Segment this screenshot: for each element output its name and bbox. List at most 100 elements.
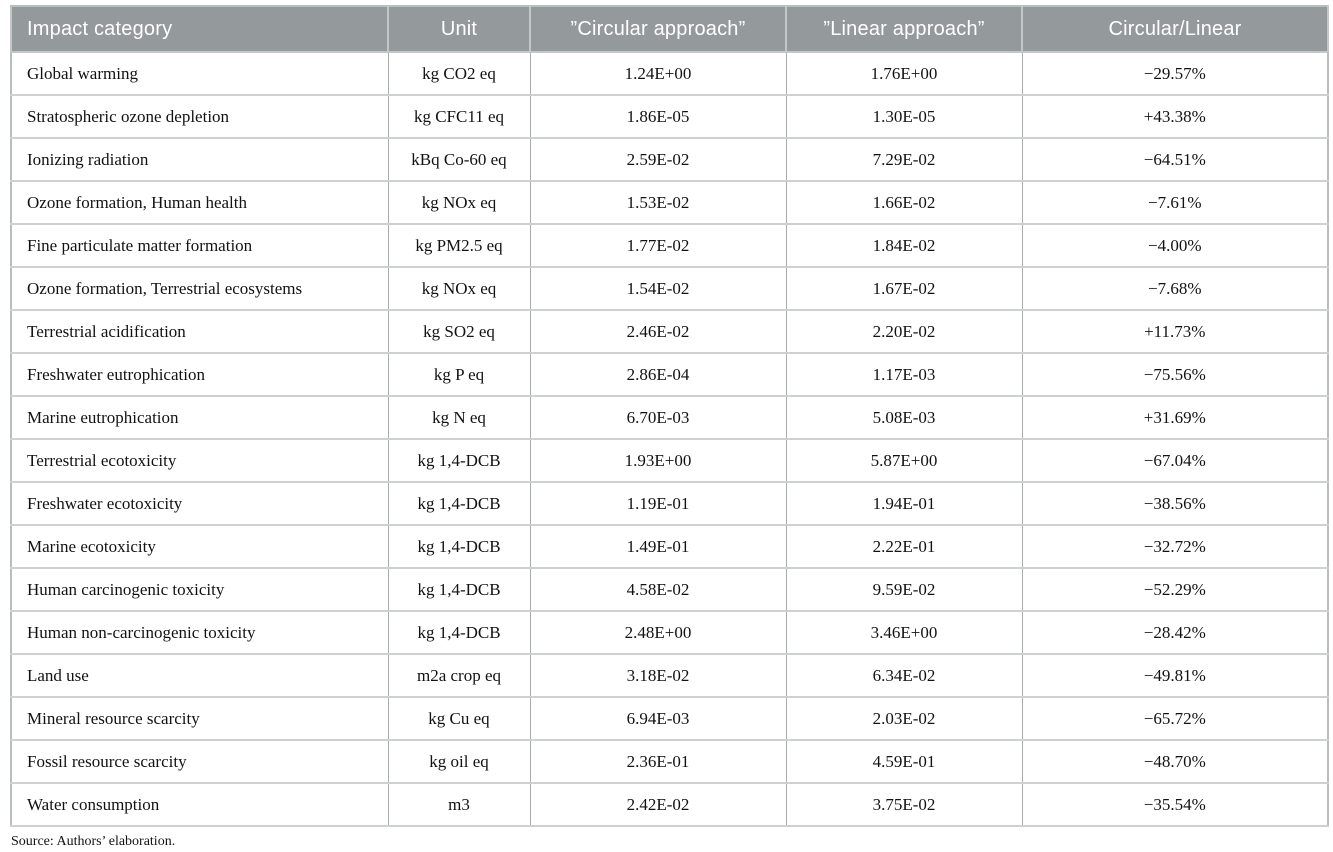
cell-circular-linear-ratio: −67.04% bbox=[1021, 438, 1329, 483]
column-header-circular-linear: Circular/Linear bbox=[1021, 5, 1329, 53]
cell-impact-category: Freshwater ecotoxicity bbox=[10, 481, 389, 526]
cell-unit: kg 1,4-DCB bbox=[387, 481, 531, 526]
header-row: Impact category Unit ”Circular approach”… bbox=[10, 5, 1329, 53]
cell-unit: kg P eq bbox=[387, 352, 531, 397]
cell-circular-value: 2.46E-02 bbox=[529, 309, 787, 354]
table-row: Marine ecotoxicity kg 1,4-DCB 1.49E-01 2.22… bbox=[10, 524, 1329, 569]
cell-impact-category: Mineral resource scarcity bbox=[10, 696, 389, 741]
table-row: Ozone formation, Terrestrial ecosystems k… bbox=[10, 266, 1329, 311]
cell-circular-linear-ratio: −65.72% bbox=[1021, 696, 1329, 741]
cell-circular-value: 2.59E-02 bbox=[529, 137, 787, 182]
table-row: Freshwater ecotoxicity kg 1,4-DCB 1.19E-01… bbox=[10, 481, 1329, 526]
cell-unit: kg 1,4-DCB bbox=[387, 567, 531, 612]
cell-circular-value: 1.54E-02 bbox=[529, 266, 787, 311]
cell-circular-linear-ratio: −52.29% bbox=[1021, 567, 1329, 612]
cell-impact-category: Human non-carcinogenic toxicity bbox=[10, 610, 389, 655]
table-row: Stratospheric ozone depletion kg CFC11 eq… bbox=[10, 94, 1329, 139]
cell-unit: kg CFC11 eq bbox=[387, 94, 531, 139]
cell-circular-linear-ratio: −7.61% bbox=[1021, 180, 1329, 225]
cell-linear-value: 5.08E-03 bbox=[785, 395, 1023, 440]
cell-circular-linear-ratio: −49.81% bbox=[1021, 653, 1329, 698]
cell-linear-value: 6.34E-02 bbox=[785, 653, 1023, 698]
cell-circular-value: 2.42E-02 bbox=[529, 782, 787, 827]
cell-circular-linear-ratio: −38.56% bbox=[1021, 481, 1329, 526]
cell-impact-category: Terrestrial ecotoxicity bbox=[10, 438, 389, 483]
cell-impact-category: Freshwater eutrophication bbox=[10, 352, 389, 397]
cell-linear-value: 7.29E-02 bbox=[785, 137, 1023, 182]
cell-unit: kg 1,4-DCB bbox=[387, 438, 531, 483]
cell-unit: kg Cu eq bbox=[387, 696, 531, 741]
cell-impact-category: Fine particulate matter formation bbox=[10, 223, 389, 268]
cell-circular-linear-ratio: +31.69% bbox=[1021, 395, 1329, 440]
cell-unit: kg N eq bbox=[387, 395, 531, 440]
cell-unit: kg NOx eq bbox=[387, 180, 531, 225]
cell-linear-value: 3.75E-02 bbox=[785, 782, 1023, 827]
cell-circular-linear-ratio: −32.72% bbox=[1021, 524, 1329, 569]
cell-circular-value: 6.70E-03 bbox=[529, 395, 787, 440]
table-row: Terrestrial ecotoxicity kg 1,4-DCB 1.93E+0… bbox=[10, 438, 1329, 483]
cell-linear-value: 5.87E+00 bbox=[785, 438, 1023, 483]
cell-impact-category: Marine ecotoxicity bbox=[10, 524, 389, 569]
cell-circular-value: 1.93E+00 bbox=[529, 438, 787, 483]
column-header-unit: Unit bbox=[387, 5, 531, 53]
table-body: Global warming kg CO2 eq 1.24E+00 1.76E+00−… bbox=[10, 51, 1329, 827]
cell-circular-value: 1.77E-02 bbox=[529, 223, 787, 268]
cell-linear-value: 1.76E+00 bbox=[785, 51, 1023, 96]
cell-impact-category: Terrestrial acidification bbox=[10, 309, 389, 354]
cell-unit: kBq Co-60 eq bbox=[387, 137, 531, 182]
cell-circular-value: 6.94E-03 bbox=[529, 696, 787, 741]
cell-circular-linear-ratio: −29.57% bbox=[1021, 51, 1329, 96]
table-row: Human carcinogenic toxicity kg 1,4-DCB 4.5… bbox=[10, 567, 1329, 612]
table-row: Human non-carcinogenic toxicity kg 1,4-DC… bbox=[10, 610, 1329, 655]
cell-circular-linear-ratio: +43.38% bbox=[1021, 94, 1329, 139]
cell-circular-linear-ratio: +11.73% bbox=[1021, 309, 1329, 354]
cell-unit: kg SO2 eq bbox=[387, 309, 531, 354]
table-row: Land use m2a crop eq 3.18E-02 6.34E-02 −49.8… bbox=[10, 653, 1329, 698]
cell-circular-linear-ratio: −4.00% bbox=[1021, 223, 1329, 268]
cell-unit: m3 bbox=[387, 782, 531, 827]
cell-circular-linear-ratio: −64.51% bbox=[1021, 137, 1329, 182]
cell-impact-category: Water consumption bbox=[10, 782, 389, 827]
cell-linear-value: 1.67E-02 bbox=[785, 266, 1023, 311]
cell-impact-category: Global warming bbox=[10, 51, 389, 96]
cell-circular-linear-ratio: −7.68% bbox=[1021, 266, 1329, 311]
cell-circular-linear-ratio: −35.54% bbox=[1021, 782, 1329, 827]
cell-unit: kg CO2 eq bbox=[387, 51, 531, 96]
cell-unit: kg oil eq bbox=[387, 739, 531, 784]
table-row: Mineral resource scarcity kg Cu eq 6.94E-0… bbox=[10, 696, 1329, 741]
cell-linear-value: 3.46E+00 bbox=[785, 610, 1023, 655]
cell-circular-value: 2.86E-04 bbox=[529, 352, 787, 397]
cell-linear-value: 1.66E-02 bbox=[785, 180, 1023, 225]
cell-impact-category: Ozone formation, Terrestrial ecosystems bbox=[10, 266, 389, 311]
cell-linear-value: 1.94E-01 bbox=[785, 481, 1023, 526]
cell-impact-category: Ozone formation, Human health bbox=[10, 180, 389, 225]
cell-circular-value: 1.86E-05 bbox=[529, 94, 787, 139]
table-row: Fossil resource scarcity kg oil eq 2.36E-0… bbox=[10, 739, 1329, 784]
cell-impact-category: Human carcinogenic toxicity bbox=[10, 567, 389, 612]
table-row: Terrestrial acidification kg SO2 eq 2.46E-… bbox=[10, 309, 1329, 354]
cell-linear-value: 1.17E-03 bbox=[785, 352, 1023, 397]
cell-circular-linear-ratio: −28.42% bbox=[1021, 610, 1329, 655]
table-row: Ozone formation, Human health kg NOx eq 1.… bbox=[10, 180, 1329, 225]
cell-circular-value: 4.58E-02 bbox=[529, 567, 787, 612]
cell-unit: kg NOx eq bbox=[387, 266, 531, 311]
cell-circular-value: 2.48E+00 bbox=[529, 610, 787, 655]
cell-circular-value: 2.36E-01 bbox=[529, 739, 787, 784]
cell-circular-linear-ratio: −48.70% bbox=[1021, 739, 1329, 784]
cell-unit: m2a crop eq bbox=[387, 653, 531, 698]
cell-unit: kg 1,4-DCB bbox=[387, 524, 531, 569]
cell-linear-value: 2.03E-02 bbox=[785, 696, 1023, 741]
table-header: Impact category Unit ”Circular approach”… bbox=[10, 5, 1329, 53]
impact-table: Impact category Unit ”Circular approach”… bbox=[10, 5, 1329, 827]
cell-circular-value: 1.53E-02 bbox=[529, 180, 787, 225]
cell-unit: kg 1,4-DCB bbox=[387, 610, 531, 655]
cell-circular-value: 1.49E-01 bbox=[529, 524, 787, 569]
cell-circular-linear-ratio: −75.56% bbox=[1021, 352, 1329, 397]
table-row: Ionizing radiation kBq Co-60 eq 2.59E-02 7.… bbox=[10, 137, 1329, 182]
cell-impact-category: Marine eutrophication bbox=[10, 395, 389, 440]
cell-impact-category: Ionizing radiation bbox=[10, 137, 389, 182]
cell-impact-category: Stratospheric ozone depletion bbox=[10, 94, 389, 139]
table-row: Freshwater eutrophication kg P eq 2.86E-04… bbox=[10, 352, 1329, 397]
cell-circular-value: 1.24E+00 bbox=[529, 51, 787, 96]
column-header-circular-approach: ”Circular approach” bbox=[529, 5, 787, 53]
